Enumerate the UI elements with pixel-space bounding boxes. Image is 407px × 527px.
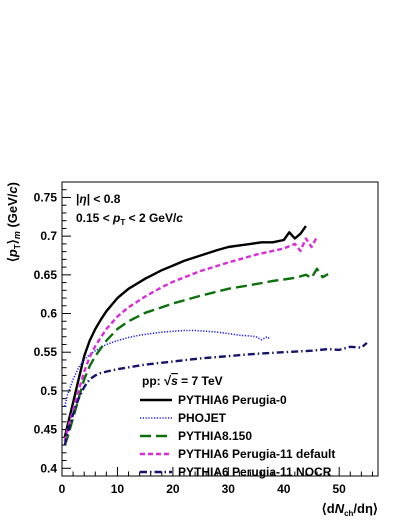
y-tick-label: 0.75 xyxy=(34,190,58,204)
x-tick-label: 10 xyxy=(111,482,125,496)
x-tick-label: 30 xyxy=(222,482,236,496)
y-tick-label: 0.6 xyxy=(40,307,57,321)
y-tick-label: 0.4 xyxy=(40,461,57,475)
legend-label-0: PYTHIA6 Perugia-0 xyxy=(178,393,287,407)
series-group xyxy=(63,225,368,446)
y-tick-label: 0.7 xyxy=(40,229,57,243)
x-axis-label: ⟨dNch/dη⟩ xyxy=(322,501,378,518)
y-tick-label: 0.65 xyxy=(34,268,58,282)
x-tick-label: 20 xyxy=(166,482,180,496)
series-line-3 xyxy=(63,236,319,442)
legend: PYTHIA6 Perugia-0 PHOJET PYTHIA8.150 PYTHIA… xyxy=(140,393,335,479)
x-tick-label: 50 xyxy=(333,482,347,496)
pt-range-annotation: 0.15 < pT < 2 GeV/c xyxy=(76,211,183,227)
legend-label-2: PYTHIA8.150 xyxy=(178,429,252,443)
eta-annotation: |η| < 0.8 xyxy=(76,192,121,206)
legend-label-3: PYTHIA6 Perugia-11 default xyxy=(178,447,335,461)
series-line-4 xyxy=(63,341,368,446)
x-tick-label: 40 xyxy=(277,482,291,496)
y-tick-label: 0.55 xyxy=(34,345,58,359)
x-tick-label: 0 xyxy=(59,482,66,496)
legend-header: pp: √s = 7 TeV xyxy=(142,373,223,388)
legend-label-1: PHOJET xyxy=(178,411,227,425)
y-tick-label: 0.45 xyxy=(34,423,58,437)
y-axis-label: ⟨pT⟩m (GeV/c) xyxy=(5,182,22,262)
series-line-1 xyxy=(64,329,271,407)
y-tick-label: 0.5 xyxy=(40,384,57,398)
series-line-2 xyxy=(63,267,329,446)
legend-label-4: PYTHIA6 Perugia-11 NOCR xyxy=(178,465,332,479)
series-line-0 xyxy=(63,225,307,438)
